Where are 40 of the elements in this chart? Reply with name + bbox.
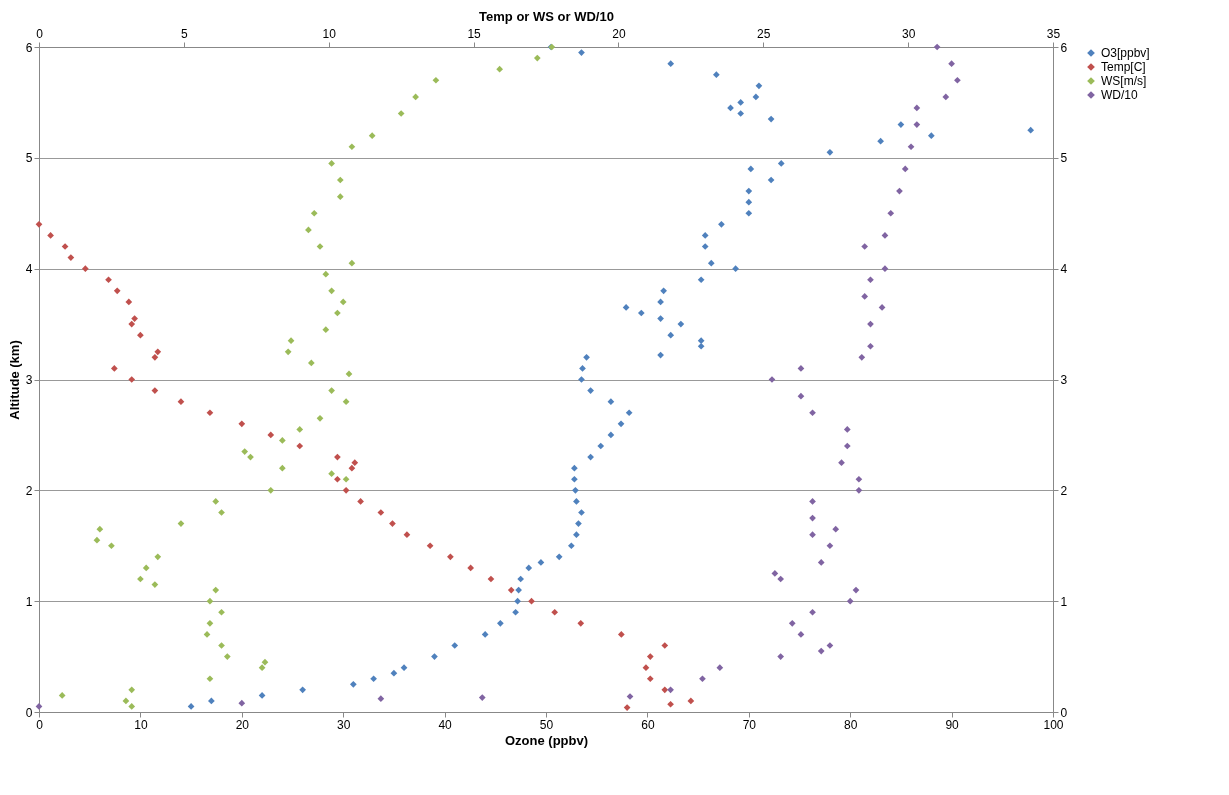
x2-tick-label: 0 bbox=[36, 26, 44, 41]
x-tick-label: 50 bbox=[539, 717, 554, 732]
x-tick-label: 30 bbox=[337, 717, 351, 732]
legend-label: O3[ppbv] bbox=[1101, 46, 1150, 60]
y-tick-label: 3 bbox=[25, 373, 33, 387]
x2-tick-label: 35 bbox=[1046, 26, 1061, 41]
legend-label: WD/10 bbox=[1101, 88, 1138, 102]
x2-tick-label: 10 bbox=[322, 26, 337, 41]
y-tick-label: 4 bbox=[25, 262, 33, 277]
legend-label: Temp[C] bbox=[1101, 60, 1146, 74]
y-tick-label: 2 bbox=[25, 483, 33, 498]
x2-tick-label: 30 bbox=[901, 26, 916, 41]
x2-tick-label: 15 bbox=[467, 26, 482, 41]
x-tick-label: 100 bbox=[1043, 717, 1064, 732]
y2-tick-label: 2 bbox=[1060, 483, 1068, 498]
x-tick-label: 90 bbox=[945, 717, 960, 732]
y2-tick-label: 0 bbox=[1060, 705, 1068, 720]
y2-tick-label: 1 bbox=[1060, 594, 1068, 609]
y-tick-label: 1 bbox=[25, 594, 33, 609]
x-tick-label: 20 bbox=[235, 717, 250, 732]
y-tick-label: 5 bbox=[25, 151, 33, 166]
x-tick-label: 40 bbox=[438, 717, 453, 732]
x2-axis-title: Temp or WS or WD/10 bbox=[479, 8, 614, 24]
x-tick-label: 10 bbox=[134, 717, 148, 732]
x-tick-label: 80 bbox=[844, 717, 858, 732]
x-tick-label: 0 bbox=[36, 717, 44, 732]
legend-label: WS[m/s] bbox=[1101, 74, 1147, 88]
x-axis-title: Ozone (ppbv) bbox=[504, 732, 589, 748]
y2-tick-label: 6 bbox=[1060, 40, 1068, 55]
y-tick-label: 0 bbox=[25, 705, 33, 720]
x2-tick-label: 20 bbox=[612, 26, 626, 41]
y2-tick-label: 4 bbox=[1060, 262, 1068, 277]
x-tick-label: 70 bbox=[742, 717, 757, 732]
y2-tick-label: 5 bbox=[1060, 151, 1068, 166]
y-axis-title: Altitude (km) bbox=[6, 340, 22, 420]
x-tick-label: 60 bbox=[641, 717, 655, 732]
y-tick-label: 6 bbox=[25, 40, 33, 55]
x2-tick-label: 25 bbox=[757, 26, 771, 41]
y2-tick-label: 3 bbox=[1060, 373, 1068, 387]
x2-tick-label: 5 bbox=[181, 26, 189, 41]
